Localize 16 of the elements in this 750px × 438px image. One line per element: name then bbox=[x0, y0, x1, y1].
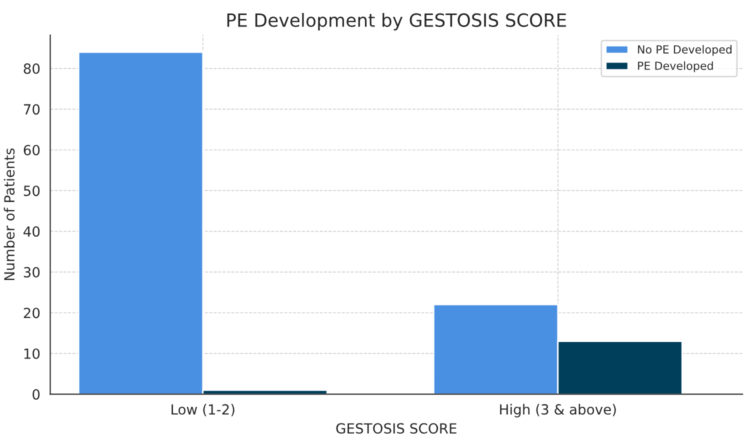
chart-title: PE Development by GESTOSIS SCORE bbox=[227, 12, 566, 30]
y-tick-label: 20 bbox=[24, 308, 40, 318]
x-tick-label: Low (1-2) bbox=[172, 404, 234, 416]
y-tick-label: 10 bbox=[24, 348, 40, 359]
y-axis-title: Number of Patients bbox=[4, 148, 15, 280]
y-tick-label: 80 bbox=[24, 63, 40, 74]
y-tick-label: 60 bbox=[24, 144, 40, 156]
y-tick-label: 70 bbox=[24, 104, 40, 115]
y-tick-label: 50 bbox=[24, 186, 40, 196]
x-axis-title: GESTOSIS SCORE bbox=[336, 423, 456, 434]
legend-label: PE Developed bbox=[638, 61, 713, 72]
y-tick-label: 0 bbox=[32, 389, 40, 400]
x-tick-label: High (3 & above) bbox=[500, 404, 616, 418]
y-tick-label: 40 bbox=[24, 226, 40, 237]
legend-label: No PE Developed bbox=[638, 45, 732, 56]
y-tick-label: 30 bbox=[24, 267, 40, 278]
